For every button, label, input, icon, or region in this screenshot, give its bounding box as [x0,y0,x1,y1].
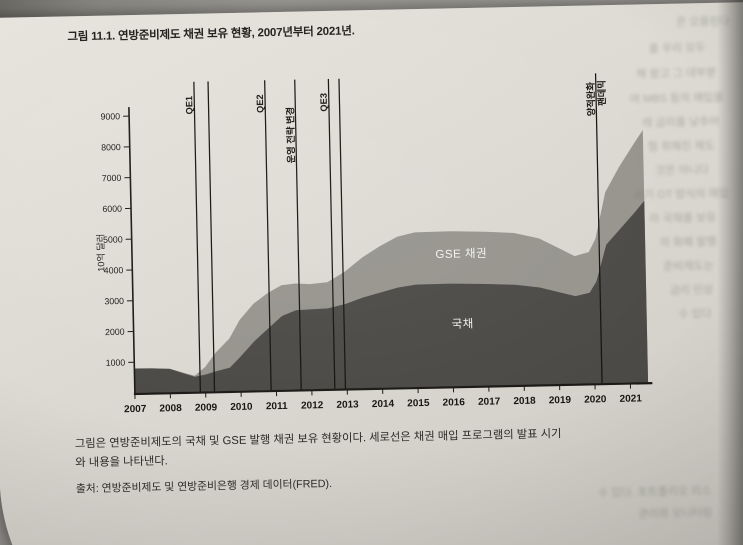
x-tick-label: 2012 [301,400,324,411]
event-label: 팬데믹 [596,80,608,106]
x-tick-label: 2009 [195,402,218,413]
treasury-area [134,200,649,394]
event-label: 운영 전략 변경 [284,107,296,164]
x-tick-label: 2016 [443,397,466,408]
y-tick-label: 3000 [104,296,124,306]
y-tick-label: 8000 [101,142,121,152]
event-label: QE1 [184,96,194,115]
y-tick-label: 9000 [100,111,120,121]
x-tick-label: 2011 [266,401,288,412]
x-tick-label: 2017 [478,396,501,407]
y-tick-label: 7000 [102,173,122,183]
event-line [594,73,603,384]
x-tick-label: 2021 [619,393,642,404]
figure-source: 출처: 연방준비제도 및 연방준비은행 경제 데이터(FRED). [75,477,333,496]
y-tick-label: 6000 [102,204,122,214]
event-line [294,79,302,390]
x-tick-label: 2018 [513,396,536,407]
y-axis-title: 10억 달러 [95,234,107,272]
event-line [264,80,272,391]
x-tick-label: 2007 [124,404,147,415]
y-tick-label: 5000 [103,234,123,244]
series-label: 국채 [452,317,474,330]
x-tick-label: 2014 [372,399,395,410]
event-line [338,78,347,389]
y-tick-label: 2000 [105,327,125,337]
x-tick-label: 2008 [159,403,182,414]
series-label: GSE 채권 [435,247,487,261]
x-tick-label: 2013 [336,399,359,410]
event-label: 양적완화 [585,81,597,116]
y-tick-label: 4000 [104,265,124,275]
x-tick-label: 2015 [407,398,430,409]
event-line [193,81,201,392]
y-axis [128,107,136,395]
figure-chart: 1000 2000 3000 4000 5000 6000 7000 8000 9000 10억 … [95,73,653,415]
y-tick-label: 1000 [106,357,126,367]
figure-title: 그림 11.1. 연방준비제도 채권 보유 현황, 2007년부터 2021년. [67,25,355,44]
x-tick-label: 2010 [230,402,253,413]
event-label: QE3 [319,93,329,112]
event-label: QE2 [255,94,265,113]
event-line [207,81,216,392]
x-tick-label: 2020 [584,394,607,405]
x-axis [133,382,653,396]
event-line [327,78,336,389]
x-tick-label: 2019 [549,395,572,406]
